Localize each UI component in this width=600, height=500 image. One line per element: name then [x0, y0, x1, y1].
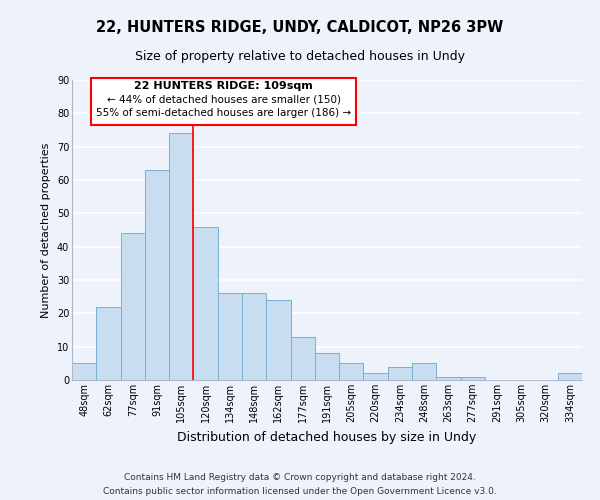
Bar: [169, 134, 193, 380]
Bar: [96, 306, 121, 380]
Text: 22 HUNTERS RIDGE: 109sqm: 22 HUNTERS RIDGE: 109sqm: [134, 81, 313, 91]
Text: 55% of semi-detached houses are larger (186) →: 55% of semi-detached houses are larger (…: [96, 108, 352, 118]
Bar: [121, 234, 145, 380]
Text: Size of property relative to detached houses in Undy: Size of property relative to detached ho…: [135, 50, 465, 63]
Bar: [339, 364, 364, 380]
Bar: [364, 374, 388, 380]
Text: Contains public sector information licensed under the Open Government Licence v3: Contains public sector information licen…: [103, 486, 497, 496]
FancyBboxPatch shape: [91, 78, 356, 125]
Bar: [436, 376, 461, 380]
Y-axis label: Number of detached properties: Number of detached properties: [41, 142, 51, 318]
Bar: [558, 374, 582, 380]
X-axis label: Distribution of detached houses by size in Undy: Distribution of detached houses by size …: [178, 430, 476, 444]
Text: Contains HM Land Registry data © Crown copyright and database right 2024.: Contains HM Land Registry data © Crown c…: [124, 473, 476, 482]
Text: 22, HUNTERS RIDGE, UNDY, CALDICOT, NP26 3PW: 22, HUNTERS RIDGE, UNDY, CALDICOT, NP26 …: [97, 20, 503, 35]
Bar: [72, 364, 96, 380]
Bar: [193, 226, 218, 380]
Bar: [461, 376, 485, 380]
Bar: [315, 354, 339, 380]
Bar: [290, 336, 315, 380]
Bar: [412, 364, 436, 380]
Bar: [145, 170, 169, 380]
Bar: [242, 294, 266, 380]
Bar: [218, 294, 242, 380]
Bar: [266, 300, 290, 380]
Text: ← 44% of detached houses are smaller (150): ← 44% of detached houses are smaller (15…: [107, 94, 341, 104]
Bar: [388, 366, 412, 380]
